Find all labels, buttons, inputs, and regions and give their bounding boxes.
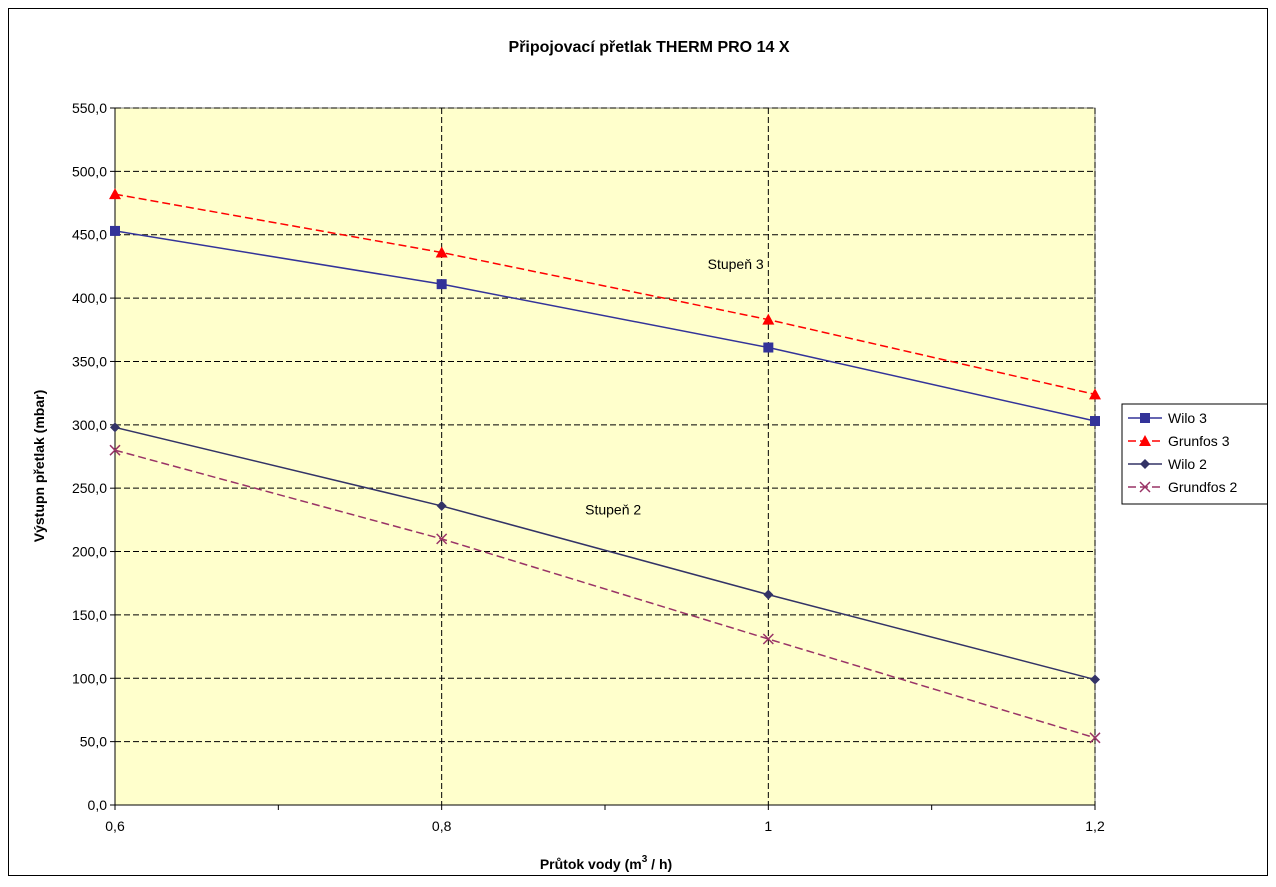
y-tick-label: 300,0 [72,417,107,433]
data-point [110,225,120,236]
legend-label: Grunfos 3 [1168,433,1230,449]
chart-title: Připojovací přetlak THERM PRO 14 X [509,39,790,56]
legend-label: Wilo 2 [1168,456,1207,472]
series-line [114,230,1096,422]
data-point-stroke [436,533,448,545]
x-axis-title-sup: 3 [642,854,648,865]
data-point [1140,413,1150,423]
y-tick-label: 200,0 [72,544,107,560]
data-point [436,279,447,290]
data-point [762,313,775,325]
annotation-label: Stupeň 2 [585,502,641,518]
data-point [1140,459,1150,469]
plot-area [114,107,1096,806]
annotation-label: Stupeň 3 [708,256,764,272]
data-point [1139,481,1151,493]
data-point [1090,674,1100,685]
legend-label: Wilo 3 [1168,410,1207,426]
data-point-stroke [1089,732,1101,744]
legend: Wilo 3 Grunfos 3 Wilo 2 Grundfos 2 [1121,403,1267,505]
y-tick-label: 0,0 [88,797,108,813]
data-point-stroke [762,633,774,645]
data-point [436,500,447,511]
data-point [1139,435,1151,446]
data-point [1089,732,1101,744]
y-axis: 0,0 50,0 100,0 150,0 200,0 250,0 300,0 350,0 400… [72,100,116,813]
annotations: Stupeň 3 Stupeň 2 [585,256,764,518]
y-tick-label: 450,0 [72,227,107,243]
data-point [109,188,121,200]
data-point-stroke [1139,481,1151,493]
data-point [436,533,448,545]
y-axis-title: Výstupn přetlak (mbar) [31,390,47,542]
series-lines [109,188,1101,744]
x-tick-label: 0,6 [105,818,125,834]
data-point [763,589,774,600]
series-grundfos-2 [109,444,1101,744]
series-wilo-3 [110,225,1100,427]
series-grunfos-3 [109,188,1101,400]
data-point [435,246,448,258]
y-tick-label: 350,0 [72,353,107,369]
data-point [1089,388,1101,400]
series-line [114,449,1096,739]
data-point [109,444,121,456]
x-axis-title: Průtok vody (m3 / h) [540,854,672,872]
data-point [763,342,774,353]
y-tick-label: 500,0 [72,163,107,179]
data-point-stroke [109,444,121,456]
x-axis-title-tail: / h) [647,856,672,872]
plot-background [114,107,1096,806]
series-line [114,426,1096,681]
gridlines [115,107,1096,805]
data-point [762,633,774,645]
y-tick-label: 50,0 [80,734,107,750]
data-point [1090,416,1100,427]
x-tick-label: 1 [764,818,772,834]
y-tick-label: 250,0 [72,480,107,496]
data-point [110,422,120,433]
legend-label: Grundfos 2 [1168,479,1237,495]
x-tick-label: 0,8 [432,818,452,834]
y-tick-label: 150,0 [72,607,107,623]
y-tick-label: 100,0 [72,670,107,686]
line-chart: Připojovací přetlak THERM PRO 14 X 0,0 50… [31,39,1267,872]
x-axis-title-main: Průtok vody (m [540,856,642,872]
series-line [114,193,1096,396]
x-axis: 0,6 0,8 1 1,2 [105,804,1105,834]
y-tick-label: 400,0 [72,290,107,306]
chart-frame: Připojovací přetlak THERM PRO 14 X 0,0 50… [8,8,1268,876]
y-tick-label: 550,0 [72,100,107,116]
series-wilo-2 [110,422,1100,685]
x-tick-label: 1,2 [1085,818,1105,834]
